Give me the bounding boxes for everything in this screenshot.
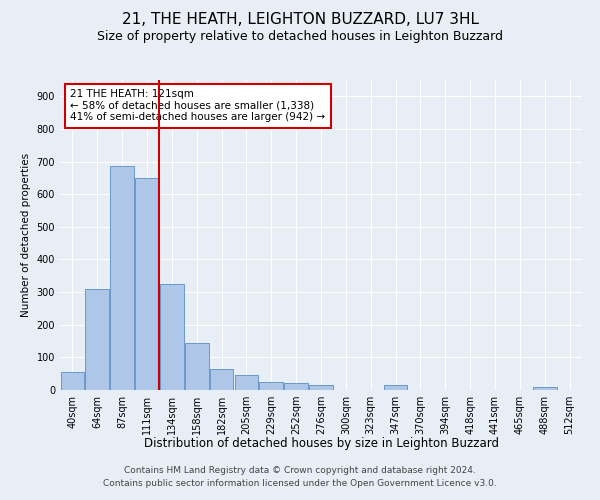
- Bar: [160, 284, 184, 390]
- Bar: [235, 376, 258, 390]
- Bar: [384, 385, 407, 390]
- Bar: [259, 382, 283, 390]
- X-axis label: Distribution of detached houses by size in Leighton Buzzard: Distribution of detached houses by size …: [143, 437, 499, 450]
- Bar: [135, 178, 159, 390]
- Bar: [210, 369, 233, 390]
- Bar: [533, 386, 557, 390]
- Y-axis label: Number of detached properties: Number of detached properties: [21, 153, 31, 317]
- Bar: [110, 166, 134, 390]
- Text: Contains HM Land Registry data © Crown copyright and database right 2024.
Contai: Contains HM Land Registry data © Crown c…: [103, 466, 497, 487]
- Text: Size of property relative to detached houses in Leighton Buzzard: Size of property relative to detached ho…: [97, 30, 503, 43]
- Text: 21, THE HEATH, LEIGHTON BUZZARD, LU7 3HL: 21, THE HEATH, LEIGHTON BUZZARD, LU7 3HL: [121, 12, 479, 28]
- Bar: [61, 372, 84, 390]
- Bar: [309, 385, 333, 390]
- Bar: [85, 289, 109, 390]
- Bar: [185, 342, 209, 390]
- Text: 21 THE HEATH: 121sqm
← 58% of detached houses are smaller (1,338)
41% of semi-de: 21 THE HEATH: 121sqm ← 58% of detached h…: [70, 90, 326, 122]
- Bar: [284, 384, 308, 390]
